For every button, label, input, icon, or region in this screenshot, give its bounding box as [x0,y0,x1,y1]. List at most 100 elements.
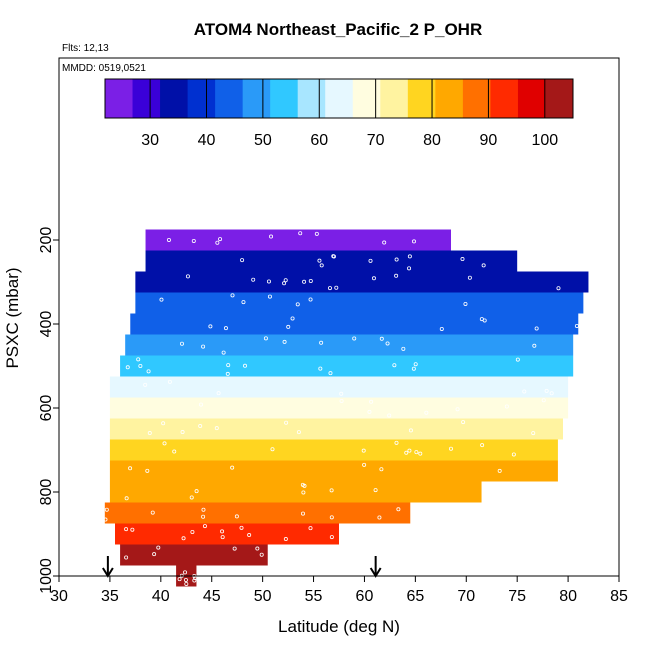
obs-point [282,339,287,344]
obs-point [269,234,274,239]
obs-point [407,254,412,259]
obs-point [172,449,177,454]
band-750 [109,460,558,482]
band-550 [109,376,569,398]
obs-point [183,577,188,582]
obs-point [379,467,384,472]
colorbar-swatch [407,79,436,118]
obs-point [194,489,199,494]
x-tick-label: 50 [254,588,272,605]
obs-point [411,366,416,371]
colorbar-tick-label: 60 [310,132,328,149]
chart-title: ATOM4 Northeast_Pacific_2 P_OHR [194,20,482,39]
obs-point [146,369,151,374]
x-axis: 30 35 40 45 50 55 60 65 70 75 80 85 [50,576,628,605]
x-tick-label: 65 [406,588,424,605]
obs-point [394,440,399,445]
colorbar-swatch [215,79,244,118]
obs-point [467,275,472,280]
obs-point [298,231,303,236]
obs-point [396,507,401,512]
obs-point [394,273,399,278]
obs-point [259,552,264,557]
colorbar-swatch [462,79,491,118]
colorbar-tick-label: 90 [480,132,498,149]
colorbar-swatch [160,79,189,118]
obs-point [296,430,301,435]
obs-point [124,527,129,532]
obs-point [308,526,313,531]
obs-point [263,336,268,341]
obs-point [319,263,324,268]
obs-point [368,258,373,263]
obs-point [286,324,291,329]
obs-point [504,404,509,409]
colorbar-swatch [105,79,134,118]
x-tick-label: 85 [610,588,628,605]
obs-point [319,340,324,345]
band-850 [104,502,411,524]
band-200 [145,229,451,251]
obs-point [541,398,546,403]
obs-point [300,511,305,516]
obs-point [302,483,307,488]
obs-point [497,468,502,473]
obs-point [152,552,157,557]
obs-point [185,274,190,279]
obs-point [198,424,203,429]
obs-point [183,570,188,575]
obs-point [482,318,487,323]
band-900 [115,523,339,545]
colorbar-tick-label: 70 [367,132,385,149]
obs-point [267,294,272,299]
x-tick-label: 75 [508,588,526,605]
obs-point [382,240,387,245]
obs-point [124,496,129,501]
colorbar-swatch [187,79,216,118]
obs-point [190,530,195,535]
obs-point [404,450,409,455]
y-axis-label: PSXC (mbar) [3,267,22,368]
obs-point [317,258,322,263]
obs-point [463,301,468,306]
obs-point [531,431,536,436]
obs-point [329,515,334,520]
obs-point [162,441,167,446]
obs-point [377,515,382,520]
obs-point [461,420,466,425]
obs-point [247,533,252,538]
colorbar-swatch [517,79,546,118]
obs-point [534,326,539,331]
obs-point [220,529,225,534]
obs-point [192,578,197,583]
band-450 [125,334,574,356]
colorbar-tick-label: 80 [423,132,441,149]
colorbar: 30 40 50 60 70 80 90 100 [104,78,574,149]
obs-point [308,279,313,284]
colorbar-swatch [490,79,519,118]
obs-point [201,344,206,349]
obs-point [214,426,219,431]
obs-point [511,452,516,457]
x-tick-label: 70 [457,588,475,605]
band-800 [109,481,482,503]
obs-point [202,524,207,529]
colorbar-swatch [435,79,464,118]
obs-point [266,279,271,284]
obs-point [167,379,172,384]
colorbar-swatch [545,79,574,118]
obs-point [394,257,399,262]
obs-point [161,421,166,426]
obs-point [448,446,453,451]
band-300 [135,271,589,293]
obs-point [412,239,417,244]
x-tick-label: 35 [101,588,119,605]
obs-point [574,323,579,328]
obs-point [225,371,230,376]
obs-point [331,254,336,259]
obs-point [367,409,372,414]
band-400 [130,313,579,335]
colorbar-swatch [352,79,381,118]
obs-point [177,577,182,582]
